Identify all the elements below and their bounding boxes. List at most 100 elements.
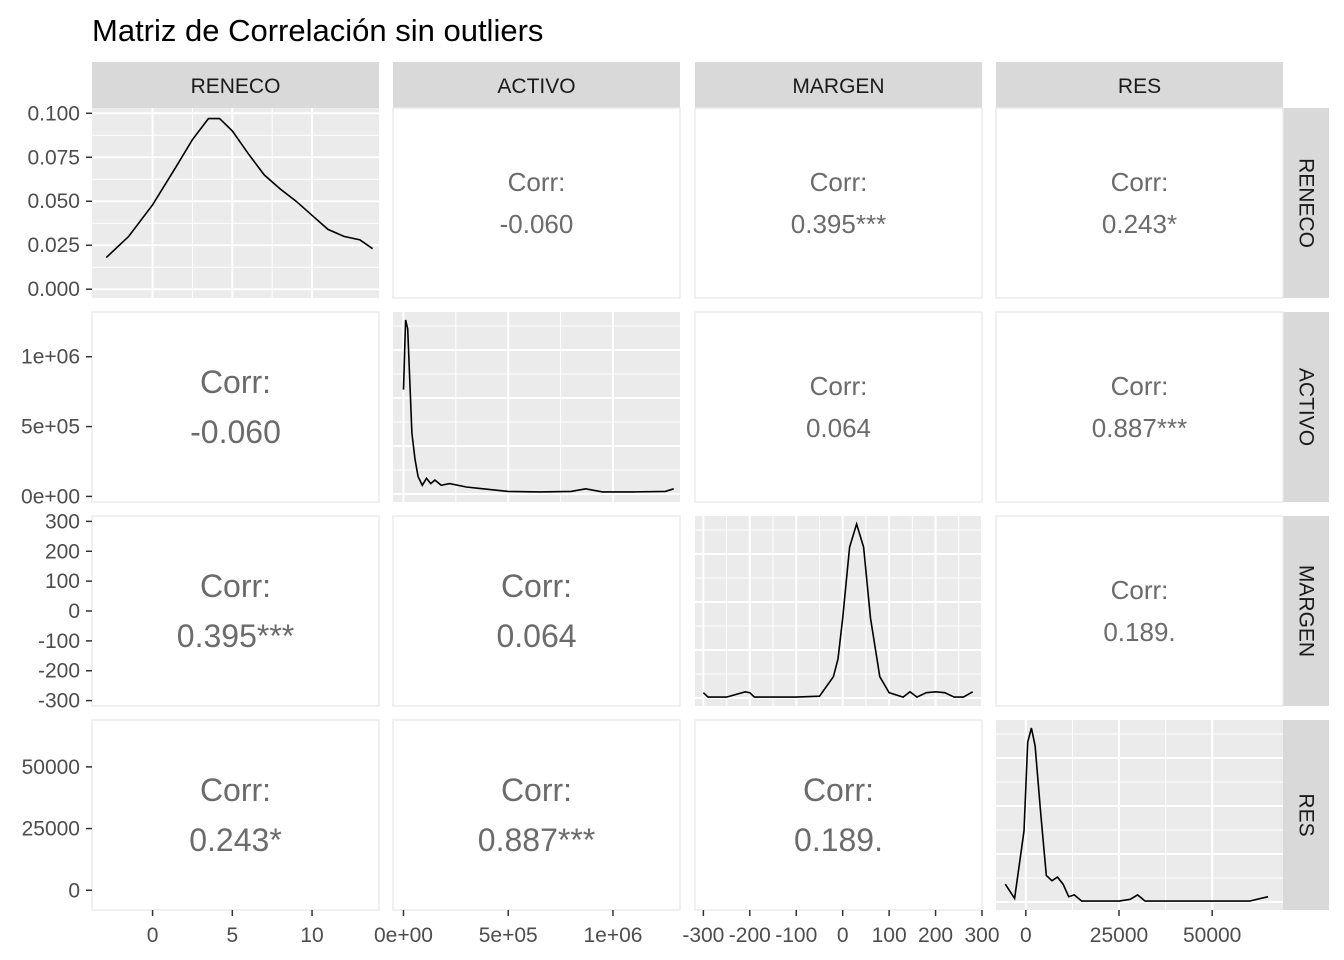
x-tick-label-margen: -200: [729, 924, 771, 947]
y-tick-label-activo: 0e+00: [21, 485, 80, 508]
corr-label: Corr:: [501, 772, 572, 808]
x-tick-label-margen: 100: [872, 924, 907, 947]
density-panel-reneco: [92, 108, 379, 298]
x-tick-label-res: 25000: [1090, 924, 1148, 947]
panel-background: [995, 515, 1284, 707]
corr-value: 0.189.: [1103, 617, 1175, 647]
x-axes: 0 5 10 0e+00 5e+05 1e+06 -300 -200 -100 0 100 200 30…: [147, 910, 1241, 947]
y-tick-label-res: 0: [68, 879, 80, 902]
density-panel-res: [996, 720, 1283, 910]
strip-right-margen: [1283, 516, 1329, 706]
panel-background: [995, 311, 1284, 503]
y-tick-label-margen: 0: [68, 600, 80, 623]
density-line-res: [1004, 727, 1269, 902]
y-tick-label-margen: 300: [45, 510, 80, 533]
corr-value: -0.060: [500, 209, 574, 239]
density-panel-activo: [393, 312, 680, 502]
y-tick-label-margen: 200: [45, 540, 80, 563]
y-axes: 0.000 0.025 0.050 0.075 0.100 0e+00 5e+05 1e+06…: [21, 102, 92, 902]
corr-panel-res-margen: Corr: 0.189.: [694, 719, 983, 911]
corr-panel-reneco-margen: Corr: 0.395***: [694, 107, 983, 299]
y-tick-label-reneco: 0.025: [27, 234, 80, 257]
strip-right-label-margen: MARGEN: [1295, 565, 1318, 657]
corr-panel-res-activo: Corr: 0.887***: [392, 719, 681, 911]
panel-background: [393, 312, 680, 502]
strip-right-label-activo: ACTIVO: [1295, 368, 1318, 446]
x-tick-label-margen: 200: [918, 924, 953, 947]
corr-value: 0.243*: [1102, 209, 1177, 239]
panel-background: [392, 107, 681, 299]
corr-value: 0.064: [496, 618, 576, 654]
panel-background: [91, 311, 380, 503]
strip-top-activo: [393, 62, 680, 108]
panel-background: [392, 515, 681, 707]
strip-right-res: [1283, 720, 1329, 910]
corr-label: Corr:: [810, 167, 868, 197]
corr-panel-margen-reneco: Corr: 0.395***: [91, 515, 380, 707]
y-tick-label-reneco: 0.100: [27, 102, 80, 125]
strip-top-label-activo: ACTIVO: [497, 75, 575, 98]
corr-panel-margen-activo: Corr: 0.064: [392, 515, 681, 707]
x-tick-label-reneco: 10: [300, 924, 323, 947]
corr-value: 0.064: [806, 413, 871, 443]
chart-title: Matriz de Correlación sin outliers: [92, 13, 543, 48]
panel-background: [694, 719, 983, 911]
panel-background: [392, 719, 681, 911]
corr-value: 0.243*: [189, 822, 282, 858]
corr-label: Corr:: [803, 772, 874, 808]
density-line-reneco: [105, 117, 374, 259]
panel-background: [694, 311, 983, 503]
corr-value: 0.395***: [177, 618, 294, 654]
panels-layer: RENECO ACTIVO MARGEN RES RENECO ACTIVO MARGEN R…: [21, 62, 1329, 947]
corr-label: Corr:: [1111, 575, 1169, 605]
corr-label: Corr:: [810, 371, 868, 401]
panel-background: [996, 720, 1283, 910]
strip-right-label-res: RES: [1295, 793, 1318, 836]
strip-top-res: [996, 62, 1283, 108]
panel-background: [695, 516, 982, 706]
corr-value: 0.887***: [1092, 413, 1187, 443]
panel-background: [91, 515, 380, 707]
strip-top-label-res: RES: [1118, 75, 1161, 98]
strip-top-label-margen: MARGEN: [792, 75, 884, 98]
corr-label: Corr:: [200, 772, 271, 808]
y-tick-label-reneco: 0.050: [27, 190, 80, 213]
x-tick-label-margen: 300: [964, 924, 999, 947]
strip-right-reneco: [1283, 108, 1329, 298]
corr-label: Corr:: [1111, 371, 1169, 401]
strip-top-label-reneco: RENECO: [191, 75, 281, 98]
x-tick-label-reneco: 0: [147, 924, 159, 947]
x-tick-label-res: 0: [1020, 924, 1032, 947]
corr-value: 0.189.: [794, 822, 883, 858]
y-tick-label-reneco: 0.000: [27, 278, 80, 301]
y-tick-label-margen: 100: [45, 570, 80, 593]
x-tick-label-reneco: 5: [226, 924, 238, 947]
corr-panel-margen-res: Corr: 0.189.: [995, 515, 1284, 707]
y-tick-label-margen: -100: [38, 630, 80, 653]
corr-panel-reneco-res: Corr: 0.243*: [995, 107, 1284, 299]
x-tick-label-margen: -100: [775, 924, 817, 947]
panel-background: [91, 719, 380, 911]
x-tick-label-activo: 0e+00: [374, 924, 433, 947]
corr-value: -0.060: [190, 414, 281, 450]
y-tick-label-activo: 1e+06: [21, 346, 80, 369]
corr-panel-res-reneco: Corr: 0.243*: [91, 719, 380, 911]
density-line-margen: [702, 521, 974, 699]
corr-panel-activo-res: Corr: 0.887***: [995, 311, 1284, 503]
x-tick-label-activo: 1e+06: [583, 924, 642, 947]
strip-top-reneco: [92, 62, 379, 108]
corr-label: Corr:: [508, 167, 566, 197]
panel-background: [694, 107, 983, 299]
y-tick-label-res: 25000: [22, 818, 80, 841]
x-tick-label-activo: 5e+05: [479, 924, 538, 947]
y-tick-label-activo: 5e+05: [21, 416, 80, 439]
strip-top-margen: [695, 62, 982, 108]
corr-label: Corr:: [501, 568, 572, 604]
y-tick-label-margen: -200: [38, 660, 80, 683]
x-tick-label-margen: 0: [837, 924, 849, 947]
x-tick-label-margen: -300: [682, 924, 724, 947]
corr-value: 0.395***: [791, 209, 886, 239]
y-tick-label-res: 50000: [22, 756, 80, 779]
corr-label: Corr:: [200, 568, 271, 604]
